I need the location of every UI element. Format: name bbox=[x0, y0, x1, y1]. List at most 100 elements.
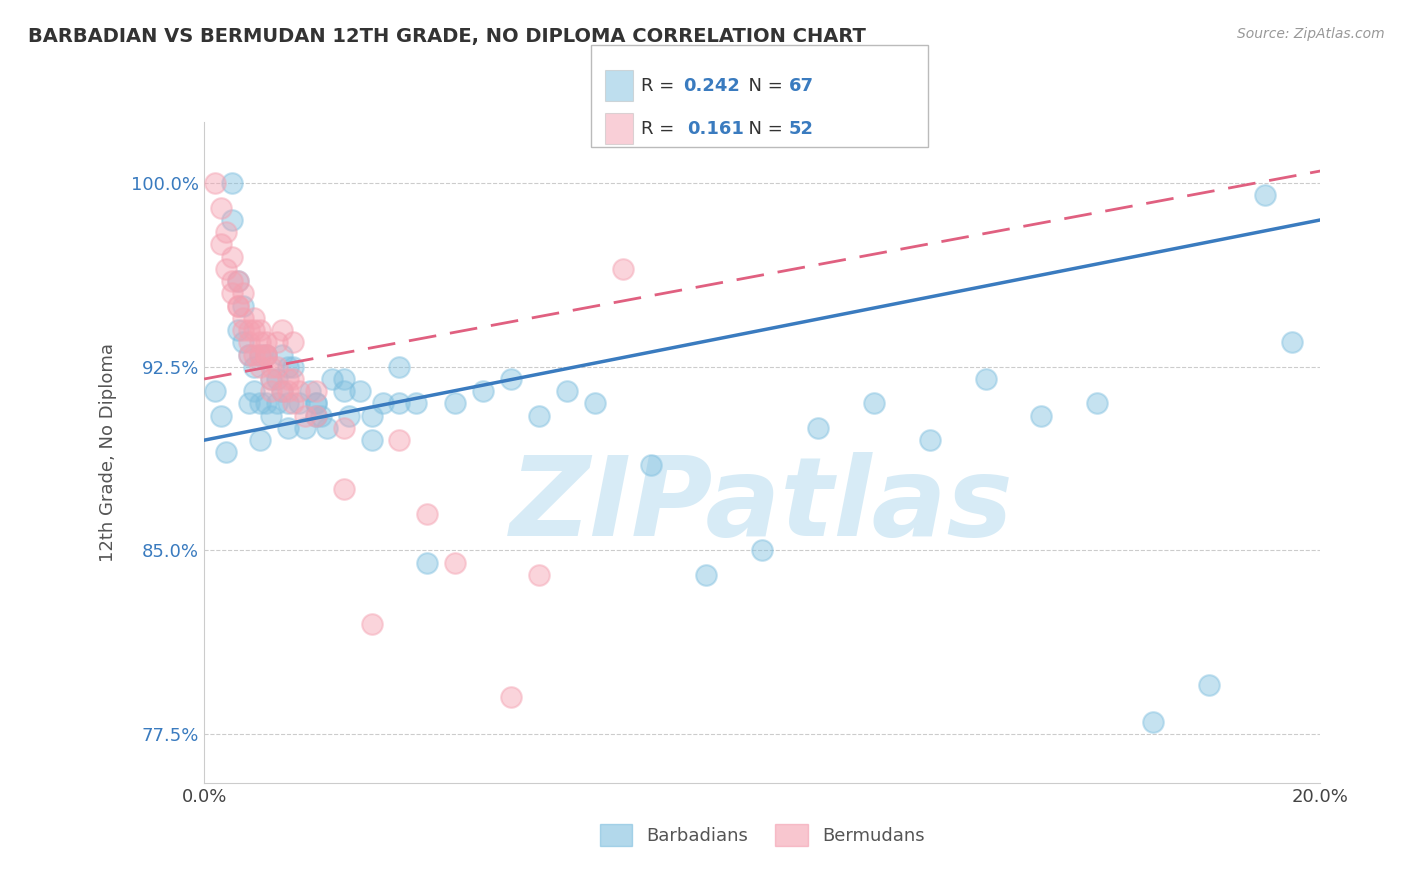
Text: N =: N = bbox=[737, 77, 789, 95]
Point bbox=[1253, 188, 1275, 202]
Point bbox=[209, 237, 232, 252]
Point bbox=[266, 335, 288, 350]
Point bbox=[238, 347, 260, 361]
Point bbox=[277, 359, 299, 374]
Point bbox=[221, 213, 243, 227]
Point bbox=[260, 384, 283, 399]
Point bbox=[283, 359, 305, 374]
Point bbox=[807, 421, 830, 435]
Point bbox=[204, 176, 226, 190]
Point bbox=[501, 372, 523, 386]
Point bbox=[243, 359, 266, 374]
Point bbox=[283, 372, 305, 386]
Point bbox=[444, 556, 467, 570]
Point bbox=[209, 201, 232, 215]
Point bbox=[388, 433, 411, 447]
Point bbox=[1281, 335, 1303, 350]
Point bbox=[254, 347, 277, 361]
Point bbox=[1085, 396, 1108, 410]
Point bbox=[863, 396, 886, 410]
Text: BARBADIAN VS BERMUDAN 12TH GRADE, NO DIPLOMA CORRELATION CHART: BARBADIAN VS BERMUDAN 12TH GRADE, NO DIP… bbox=[28, 27, 866, 45]
Point bbox=[238, 347, 260, 361]
Point bbox=[416, 507, 439, 521]
Point bbox=[294, 421, 316, 435]
Point bbox=[974, 372, 997, 386]
Point bbox=[238, 323, 260, 337]
Point bbox=[249, 347, 271, 361]
Text: N =: N = bbox=[737, 120, 789, 137]
Point bbox=[260, 372, 283, 386]
Point bbox=[266, 359, 288, 374]
Point bbox=[232, 286, 254, 301]
Point bbox=[226, 274, 249, 288]
Point bbox=[1142, 714, 1164, 729]
Point bbox=[238, 396, 260, 410]
Point bbox=[215, 445, 238, 459]
Point bbox=[288, 396, 311, 410]
Point bbox=[640, 458, 662, 472]
Point bbox=[277, 372, 299, 386]
Point bbox=[501, 690, 523, 705]
Text: R =: R = bbox=[641, 120, 686, 137]
Point bbox=[249, 335, 271, 350]
Legend: Barbadians, Bermudans: Barbadians, Bermudans bbox=[592, 816, 932, 853]
Point bbox=[226, 323, 249, 337]
Point bbox=[254, 347, 277, 361]
Point bbox=[305, 396, 328, 410]
Point bbox=[277, 384, 299, 399]
Point bbox=[1198, 678, 1220, 692]
Point bbox=[226, 274, 249, 288]
Point bbox=[232, 299, 254, 313]
Point bbox=[299, 384, 322, 399]
Point bbox=[254, 396, 277, 410]
Point bbox=[527, 409, 550, 423]
Point bbox=[204, 384, 226, 399]
Point bbox=[294, 409, 316, 423]
Point bbox=[332, 482, 354, 496]
Point bbox=[271, 347, 294, 361]
Point bbox=[349, 384, 371, 399]
Point bbox=[405, 396, 427, 410]
Text: 0.161: 0.161 bbox=[688, 120, 744, 137]
Point bbox=[271, 384, 294, 399]
Point bbox=[695, 567, 717, 582]
Point bbox=[209, 409, 232, 423]
Point bbox=[283, 335, 305, 350]
Text: 52: 52 bbox=[789, 120, 814, 137]
Point bbox=[305, 409, 328, 423]
Text: ZIPatlas: ZIPatlas bbox=[510, 451, 1014, 558]
Point bbox=[260, 372, 283, 386]
Point bbox=[215, 261, 238, 276]
Point bbox=[305, 384, 328, 399]
Point bbox=[232, 310, 254, 325]
Point bbox=[321, 372, 343, 386]
Point bbox=[305, 396, 328, 410]
Text: 67: 67 bbox=[789, 77, 814, 95]
Text: 0.242: 0.242 bbox=[683, 77, 740, 95]
Point bbox=[221, 250, 243, 264]
Point bbox=[388, 396, 411, 410]
Point bbox=[311, 409, 333, 423]
Point bbox=[360, 616, 382, 631]
Point bbox=[612, 261, 634, 276]
Point bbox=[260, 409, 283, 423]
Point bbox=[918, 433, 941, 447]
Point bbox=[751, 543, 773, 558]
Point bbox=[215, 225, 238, 239]
Point bbox=[360, 409, 382, 423]
Point bbox=[332, 372, 354, 386]
Point bbox=[283, 396, 305, 410]
Point bbox=[260, 359, 283, 374]
Point bbox=[249, 359, 271, 374]
Point bbox=[472, 384, 495, 399]
Point bbox=[1031, 409, 1053, 423]
Point bbox=[277, 421, 299, 435]
Point bbox=[416, 556, 439, 570]
Point bbox=[277, 396, 299, 410]
Point bbox=[249, 323, 271, 337]
Point bbox=[266, 396, 288, 410]
Point bbox=[243, 323, 266, 337]
Point bbox=[238, 335, 260, 350]
Point bbox=[332, 384, 354, 399]
Point bbox=[249, 433, 271, 447]
